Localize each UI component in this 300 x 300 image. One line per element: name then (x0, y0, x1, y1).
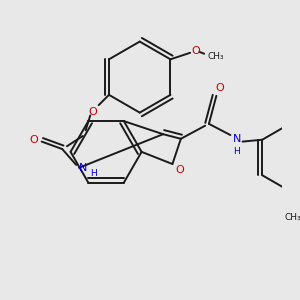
Text: O: O (191, 46, 200, 56)
Text: CH₃: CH₃ (207, 52, 224, 61)
Text: O: O (30, 135, 39, 145)
Text: N: N (79, 163, 87, 173)
Text: N: N (233, 134, 241, 144)
Text: O: O (89, 107, 98, 117)
Text: H: H (90, 169, 97, 178)
Text: H: H (234, 147, 240, 156)
Text: O: O (216, 83, 224, 93)
Text: O: O (176, 165, 184, 175)
Text: CH₃: CH₃ (285, 213, 300, 222)
